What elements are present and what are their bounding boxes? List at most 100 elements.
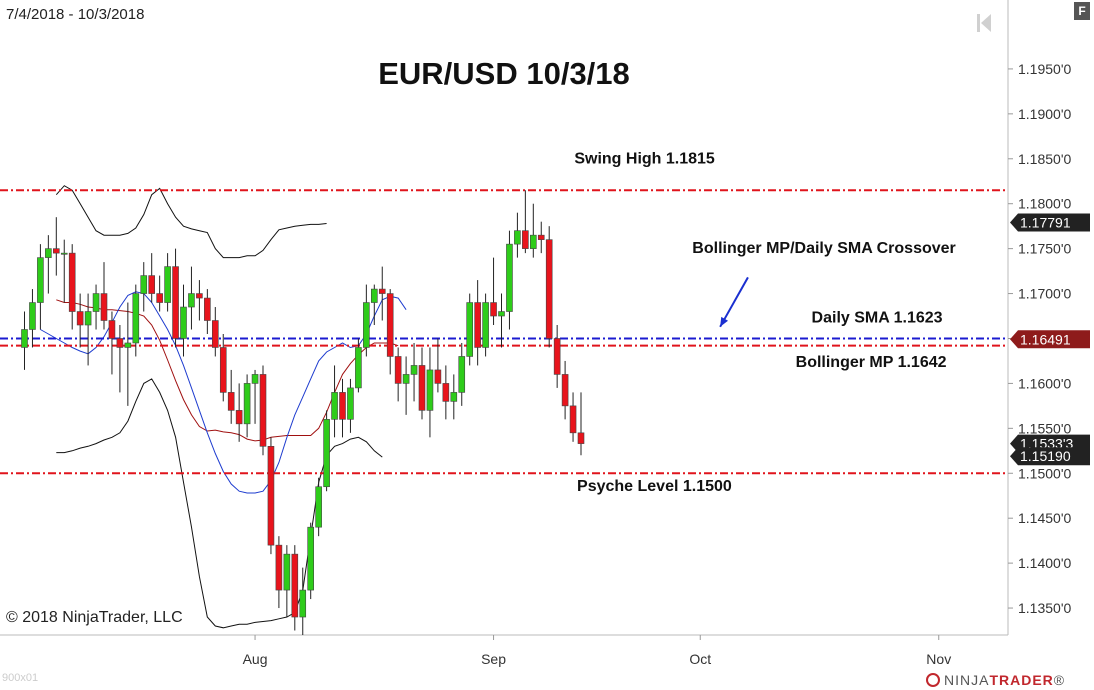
candle-down xyxy=(52,248,60,254)
chart-title: EUR/USD 10/3/18 xyxy=(378,56,630,91)
scroll-to-start-icon[interactable] xyxy=(976,12,992,34)
price-badge xyxy=(1010,447,1090,466)
y-tick-label: 1.1350'0 xyxy=(1018,600,1071,616)
candle-down xyxy=(442,383,450,402)
chart-frame: Aug Sep Oct Nov xyxy=(0,0,1009,667)
candle-up xyxy=(450,392,458,402)
y-tick-label: 1.1750'0 xyxy=(1018,241,1071,257)
candle-down xyxy=(386,293,394,357)
x-tick-label: Oct xyxy=(689,651,711,667)
candle-down xyxy=(196,293,203,299)
candle-up xyxy=(466,302,474,357)
price-badge xyxy=(1010,213,1090,232)
price-badge-label: 1.16491 xyxy=(1020,331,1071,347)
y-tick-label: 1.1400'0 xyxy=(1018,555,1071,571)
candle-up xyxy=(299,589,307,618)
candle-down xyxy=(545,239,553,339)
y-tick-label: 1.1700'0 xyxy=(1018,286,1071,302)
candle-down xyxy=(577,432,585,444)
annotation-label: Bollinger MP 1.1642 xyxy=(796,354,947,371)
y-tick-label: 1.1850'0 xyxy=(1018,151,1071,167)
candle-up xyxy=(363,302,370,348)
price-badge-label: 1.17791 xyxy=(1020,214,1071,230)
brand-prefix: NINJA xyxy=(944,672,990,688)
price-axis: 1.1350'0 1.1400'0 1.1450'0 1.1500'0 1.1550'0… xyxy=(1008,61,1090,616)
candle-up xyxy=(180,306,187,339)
crossover-arrow xyxy=(719,276,749,328)
f-button[interactable]: F xyxy=(1074,2,1090,20)
candle-down xyxy=(156,293,163,303)
price-badge xyxy=(1010,330,1090,349)
candle-down xyxy=(394,356,402,384)
candle-up xyxy=(529,234,537,249)
candle-up xyxy=(29,302,36,330)
candle-down xyxy=(418,365,426,411)
candle-down xyxy=(522,230,529,249)
candle-down xyxy=(68,252,76,312)
candle-down xyxy=(267,446,275,546)
candle-up xyxy=(132,293,140,344)
candle-up xyxy=(402,374,410,384)
annotation-label: Psyche Level 1.1500 xyxy=(577,478,732,495)
candle-down xyxy=(490,302,497,317)
y-tick-label: 1.1600'0 xyxy=(1018,375,1071,391)
brand-mark: ® xyxy=(1053,672,1066,688)
candle-down xyxy=(204,297,211,321)
candle-down xyxy=(569,405,577,434)
candle-down xyxy=(275,544,283,591)
candle-up xyxy=(307,526,315,591)
candle-down xyxy=(553,338,561,375)
candle-up xyxy=(355,347,362,389)
candle-up xyxy=(283,553,291,591)
candle-up xyxy=(124,342,132,348)
candle-up xyxy=(164,266,171,303)
annotation-label: Bollinger MP/Daily SMA Crossover xyxy=(692,240,955,257)
candle-up xyxy=(514,230,521,245)
y-tick-label: 1.1800'0 xyxy=(1018,196,1071,212)
candle-up xyxy=(37,257,44,303)
candle-up xyxy=(21,329,28,348)
candle-down xyxy=(212,320,219,348)
candle-up xyxy=(243,383,251,425)
y-tick-label: 1.1500'0 xyxy=(1018,465,1071,481)
candle-up xyxy=(92,293,100,312)
candle-down xyxy=(378,288,386,294)
candle-down xyxy=(434,369,442,384)
candle-up xyxy=(323,419,330,488)
candle-down xyxy=(537,234,545,240)
annotation-label: Swing High 1.1815 xyxy=(574,150,715,167)
watermark: 900x01 xyxy=(2,672,39,684)
candle-down xyxy=(219,347,227,393)
crossover-arrowhead xyxy=(720,316,729,327)
copyright-text: © 2018 NinjaTrader, LLC xyxy=(6,609,183,626)
bollinger-upper-band xyxy=(55,185,327,259)
candle-down xyxy=(116,338,124,348)
candle-down xyxy=(100,293,108,321)
candle-up xyxy=(482,302,489,348)
brand-logo: NINJATRADER® xyxy=(926,672,1065,688)
annotation-layer: Swing High 1.1815 Bollinger MP/Daily SMA … xyxy=(574,150,955,495)
candle-down xyxy=(339,392,346,420)
ninjatrader-logo-icon xyxy=(926,673,940,687)
candle-up xyxy=(140,275,148,294)
x-tick-label: Sep xyxy=(481,651,506,667)
candle-down xyxy=(148,275,155,294)
candle-up xyxy=(45,248,52,258)
y-tick-label: 1.1900'0 xyxy=(1018,106,1071,122)
candle-up xyxy=(506,243,513,312)
candle-up xyxy=(458,356,466,393)
candle-up xyxy=(60,252,68,255)
candle-up xyxy=(84,311,92,326)
candle-up xyxy=(426,369,434,411)
candle-down xyxy=(227,392,235,411)
level-lines xyxy=(0,189,1008,475)
y-tick-label: 1.1550'0 xyxy=(1018,420,1071,436)
daily-sma-line xyxy=(40,291,407,494)
candle-up xyxy=(331,392,338,420)
candle-up xyxy=(251,374,259,384)
candle-up xyxy=(315,486,322,528)
candle-down xyxy=(108,320,116,339)
date-range: 7/4/2018 - 10/3/2018 xyxy=(6,6,145,23)
x-tick-label: Nov xyxy=(926,651,951,667)
